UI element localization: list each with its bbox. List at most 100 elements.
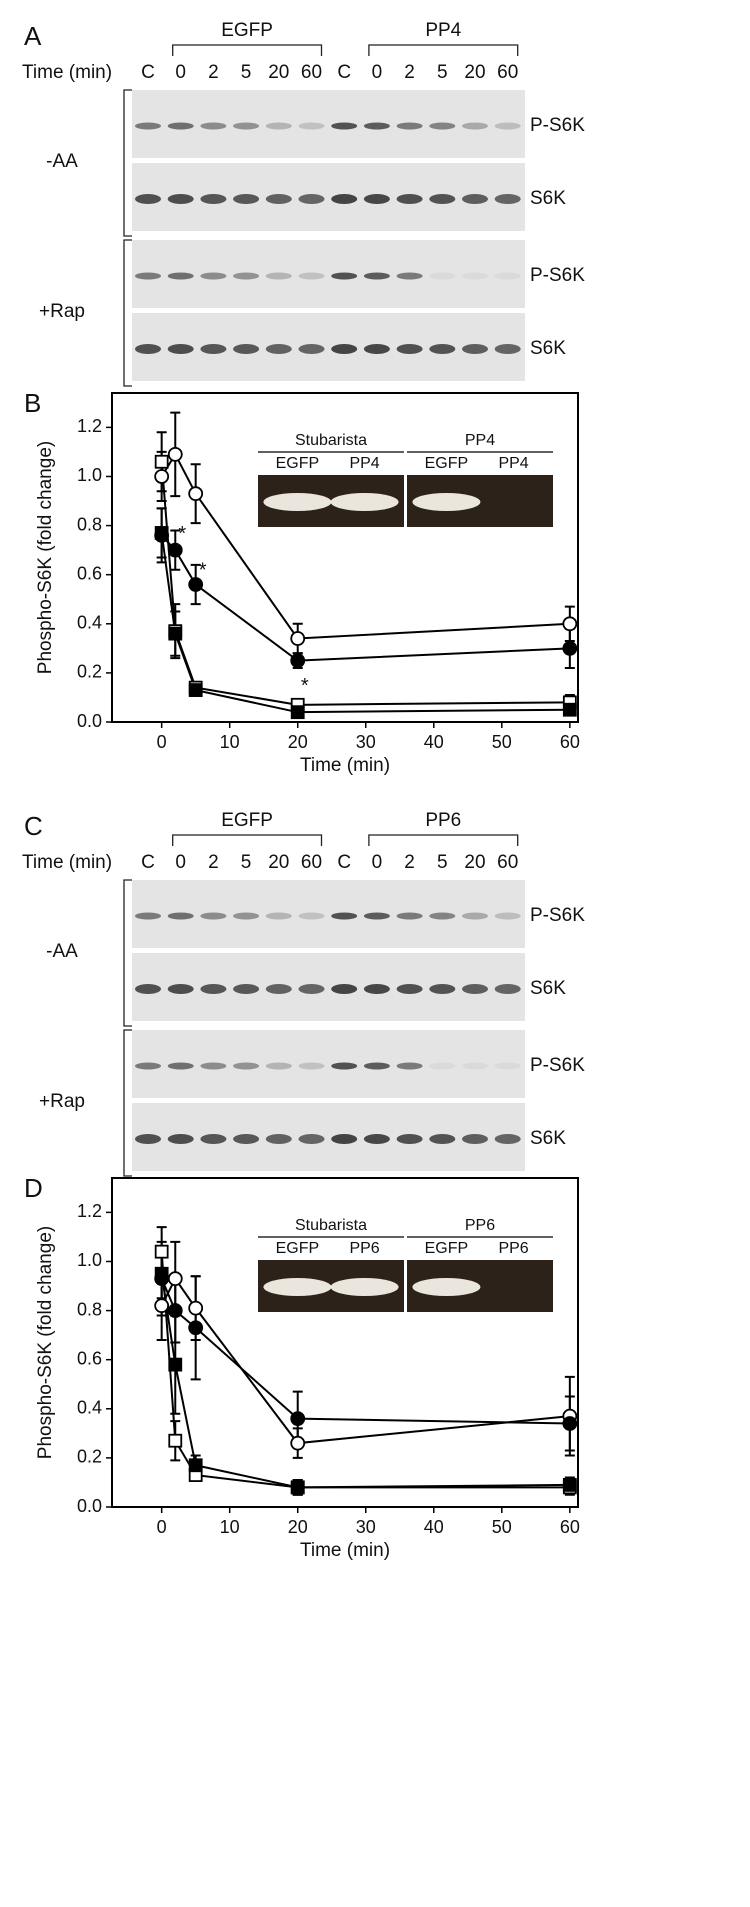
blot-band (494, 122, 521, 130)
lane-label: 20 (268, 62, 289, 83)
marker (154, 454, 169, 469)
blot-band (233, 272, 260, 280)
marker (154, 1244, 169, 1259)
gel-band (412, 1278, 481, 1296)
blot-band (429, 984, 456, 994)
blot-band (135, 1062, 161, 1070)
plot-frame (111, 1177, 579, 1508)
blot-band (200, 912, 227, 920)
blot-band (363, 984, 390, 994)
blot-band (494, 1062, 521, 1070)
blot-band (331, 912, 358, 920)
blot-band (265, 912, 292, 920)
lane-label: C (141, 852, 155, 873)
lane-label: 0 (372, 852, 383, 873)
marker (290, 1435, 306, 1451)
blot (132, 880, 525, 948)
blot-band (233, 344, 260, 354)
marker (167, 446, 183, 462)
marker (562, 702, 577, 717)
marker (188, 1458, 203, 1473)
row-label: S6K (530, 978, 566, 999)
condition-label: -AA (46, 151, 78, 172)
x-tick-label: 50 (492, 1517, 512, 1537)
y-tick-label: 0.8 (77, 514, 102, 534)
blot-band (167, 1134, 194, 1144)
blot-band (298, 194, 325, 204)
x-tick-label: 40 (424, 1517, 444, 1537)
blot-band (363, 344, 390, 354)
blot-band (462, 344, 488, 354)
x-tick-label: 30 (356, 732, 376, 752)
blot-band (331, 984, 358, 994)
blot-band (396, 1134, 423, 1144)
blot-band (298, 1134, 325, 1144)
annotation: * (301, 675, 309, 697)
blot-band (331, 1062, 358, 1070)
group-label: PP6 (425, 810, 461, 831)
lane-label: 20 (464, 852, 485, 873)
gel-band (412, 493, 481, 511)
blot-band (363, 1134, 390, 1144)
blot-band (396, 984, 423, 994)
inset-lane-label: EGFP (276, 1240, 320, 1257)
blot-band (233, 1134, 260, 1144)
blot-band (167, 344, 194, 354)
plot-frame (111, 392, 579, 723)
blot-band (200, 122, 227, 130)
inset-lane-label: EGFP (425, 1240, 469, 1257)
lane-label: 5 (437, 852, 448, 873)
inset-lane-label: PP6 (498, 1240, 528, 1257)
blot-band (167, 984, 194, 994)
blot-band (429, 194, 456, 204)
lane-label: 20 (464, 62, 485, 83)
condition-bracket (123, 89, 132, 237)
inset-group-label: PP6 (465, 1217, 495, 1234)
row-label: S6K (530, 338, 566, 359)
blot-band (135, 272, 161, 280)
condition-label: -AA (46, 941, 78, 962)
marker (290, 705, 305, 720)
inset-group-label: Stubarista (295, 1217, 367, 1234)
blot-band (363, 1062, 390, 1070)
blot-band (494, 1134, 521, 1144)
row-label: S6K (530, 1128, 566, 1149)
inset-group-label: Stubarista (295, 432, 367, 449)
group-bracket (172, 834, 323, 846)
marker (290, 1411, 306, 1427)
blot (132, 1030, 525, 1098)
y-tick-label: 0.8 (77, 1299, 102, 1319)
blot-band (494, 272, 521, 280)
annotation: * (199, 560, 207, 582)
blot-band (167, 122, 194, 130)
y-tick-label: 0.6 (77, 563, 102, 583)
y-axis-title: Phospho-S6K (fold change) (35, 1226, 56, 1459)
lane-label: 5 (241, 62, 252, 83)
marker (168, 1433, 183, 1448)
blot-band (298, 122, 325, 130)
blot-band (135, 194, 161, 204)
blot-band (298, 984, 325, 994)
blot-band (233, 984, 260, 994)
y-axis-title: Phospho-S6K (fold change) (35, 441, 56, 674)
blot-band (233, 1062, 260, 1070)
blot-band (265, 1134, 292, 1144)
lane-label: 0 (175, 852, 186, 873)
group-bracket (368, 834, 519, 846)
condition-label: +Rap (39, 301, 85, 322)
inset-lane-label: EGFP (425, 455, 469, 472)
y-tick-label: 0.0 (77, 711, 102, 731)
row-label: P-S6K (530, 115, 585, 136)
blot-band (363, 122, 390, 130)
lane-label: 60 (301, 852, 322, 873)
y-tick-label: 0.6 (77, 1348, 102, 1368)
marker (154, 526, 169, 540)
marker (167, 542, 183, 558)
marker (168, 626, 183, 641)
blot-band (363, 272, 390, 280)
blot-band (429, 1134, 456, 1144)
gel-band (330, 1278, 399, 1296)
blot (132, 313, 525, 381)
blot-band (462, 1062, 488, 1070)
x-tick-label: 30 (356, 1517, 376, 1537)
